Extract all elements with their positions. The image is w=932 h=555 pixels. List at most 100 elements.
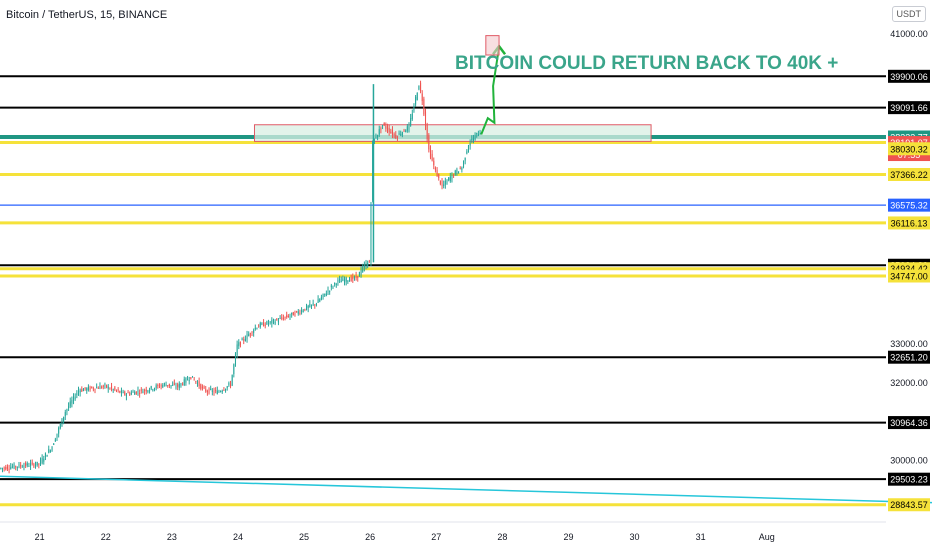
candle-body: [360, 269, 362, 275]
candle-body: [188, 380, 190, 382]
candle-body: [125, 394, 127, 397]
candle-body: [104, 384, 106, 386]
time-tick: 23: [167, 532, 177, 542]
candle-body: [449, 176, 451, 182]
candle-body: [59, 423, 61, 428]
candle-body: [353, 276, 355, 279]
candle-body: [107, 386, 109, 389]
time-tick: 31: [696, 532, 706, 542]
price-label-box: [888, 198, 930, 212]
candle-body: [205, 389, 207, 392]
candle-body: [119, 390, 121, 393]
candle-body: [114, 387, 116, 390]
supply-zone[interactable]: [253, 124, 652, 142]
candle-body: [41, 458, 43, 464]
candle-body: [172, 384, 174, 386]
candle-body: [54, 439, 56, 442]
candle-body: [101, 386, 103, 388]
candle-body: [81, 389, 83, 392]
candle-body: [286, 315, 288, 318]
candle-body: [352, 276, 354, 280]
candle-body: [236, 344, 238, 355]
candle-body: [312, 303, 314, 305]
candle-body: [474, 135, 476, 141]
candle-body: [259, 323, 261, 328]
candle-body: [97, 387, 99, 389]
candle-body: [120, 390, 122, 393]
candle-body: [173, 383, 175, 385]
candle-body: [324, 293, 326, 295]
candle-body: [61, 418, 63, 427]
price-tick: 32000.00: [890, 378, 928, 388]
candle-body: [476, 132, 478, 135]
candle-body: [406, 126, 408, 131]
candle-body: [337, 279, 339, 282]
target-box[interactable]: [485, 35, 500, 56]
candle-body: [223, 389, 225, 391]
candle-body: [33, 464, 35, 467]
candle-body: [73, 395, 75, 401]
candle-body: [461, 167, 463, 170]
price-label-box: [888, 101, 930, 115]
projection-path[interactable]: [480, 47, 501, 135]
candle-body: [132, 391, 134, 393]
candle-body: [26, 463, 28, 466]
price-label: 34934.42: [890, 264, 928, 274]
trendline-group: [0, 475, 932, 505]
candle-body: [216, 390, 218, 395]
candle-body: [142, 391, 144, 394]
time-tick: 27: [431, 532, 441, 542]
candle-body: [87, 386, 89, 390]
candle-body: [63, 416, 65, 422]
candle-body: [220, 391, 222, 393]
candle-body: [102, 385, 104, 387]
candle-body: [0, 467, 2, 469]
candle-body: [124, 391, 126, 395]
zone-group: [253, 124, 652, 142]
trend-line[interactable]: [0, 475, 932, 505]
candle-body: [165, 384, 167, 387]
candle-body: [31, 462, 33, 464]
candle-body: [130, 392, 132, 395]
candle-body: [187, 379, 189, 381]
candle-body: [363, 265, 365, 268]
candle-body: [322, 293, 324, 298]
candle-body: [137, 390, 139, 393]
candle-body: [190, 377, 192, 379]
candle-body: [135, 391, 137, 394]
candle-body: [248, 334, 250, 337]
time-tick: 29: [563, 532, 573, 542]
candle-body: [263, 322, 265, 327]
candle-body: [458, 171, 460, 174]
candle-body: [241, 338, 243, 341]
candle-body: [287, 315, 289, 318]
candle-body: [16, 466, 18, 468]
candle-body: [99, 385, 101, 390]
candle-body: [438, 173, 440, 178]
candle-body: [150, 386, 152, 389]
candle-body: [167, 385, 169, 387]
candle-body: [239, 341, 241, 345]
candle-body: [229, 384, 232, 387]
candle-body: [163, 383, 165, 385]
candle-body: [391, 130, 393, 135]
candle-body: [357, 276, 359, 278]
candle-body: [421, 93, 423, 102]
candle-body: [268, 323, 270, 325]
price-label: 28843.57: [890, 500, 928, 510]
candle-body: [251, 331, 253, 334]
candle-body: [175, 386, 177, 388]
candle-body: [20, 465, 22, 467]
candle-body: [345, 277, 347, 282]
candle-body: [289, 315, 291, 317]
candle-body: [393, 133, 395, 135]
time-axis: 21 22 23 24 25 26 27 28 29 30 31 Aug: [0, 521, 886, 542]
candle-body: [284, 316, 286, 318]
candle-body: [383, 122, 385, 126]
currency-unit-button[interactable]: USDT: [891, 6, 926, 22]
candle-body: [423, 98, 425, 115]
candle-body: [398, 132, 400, 135]
candle-body: [76, 393, 78, 395]
